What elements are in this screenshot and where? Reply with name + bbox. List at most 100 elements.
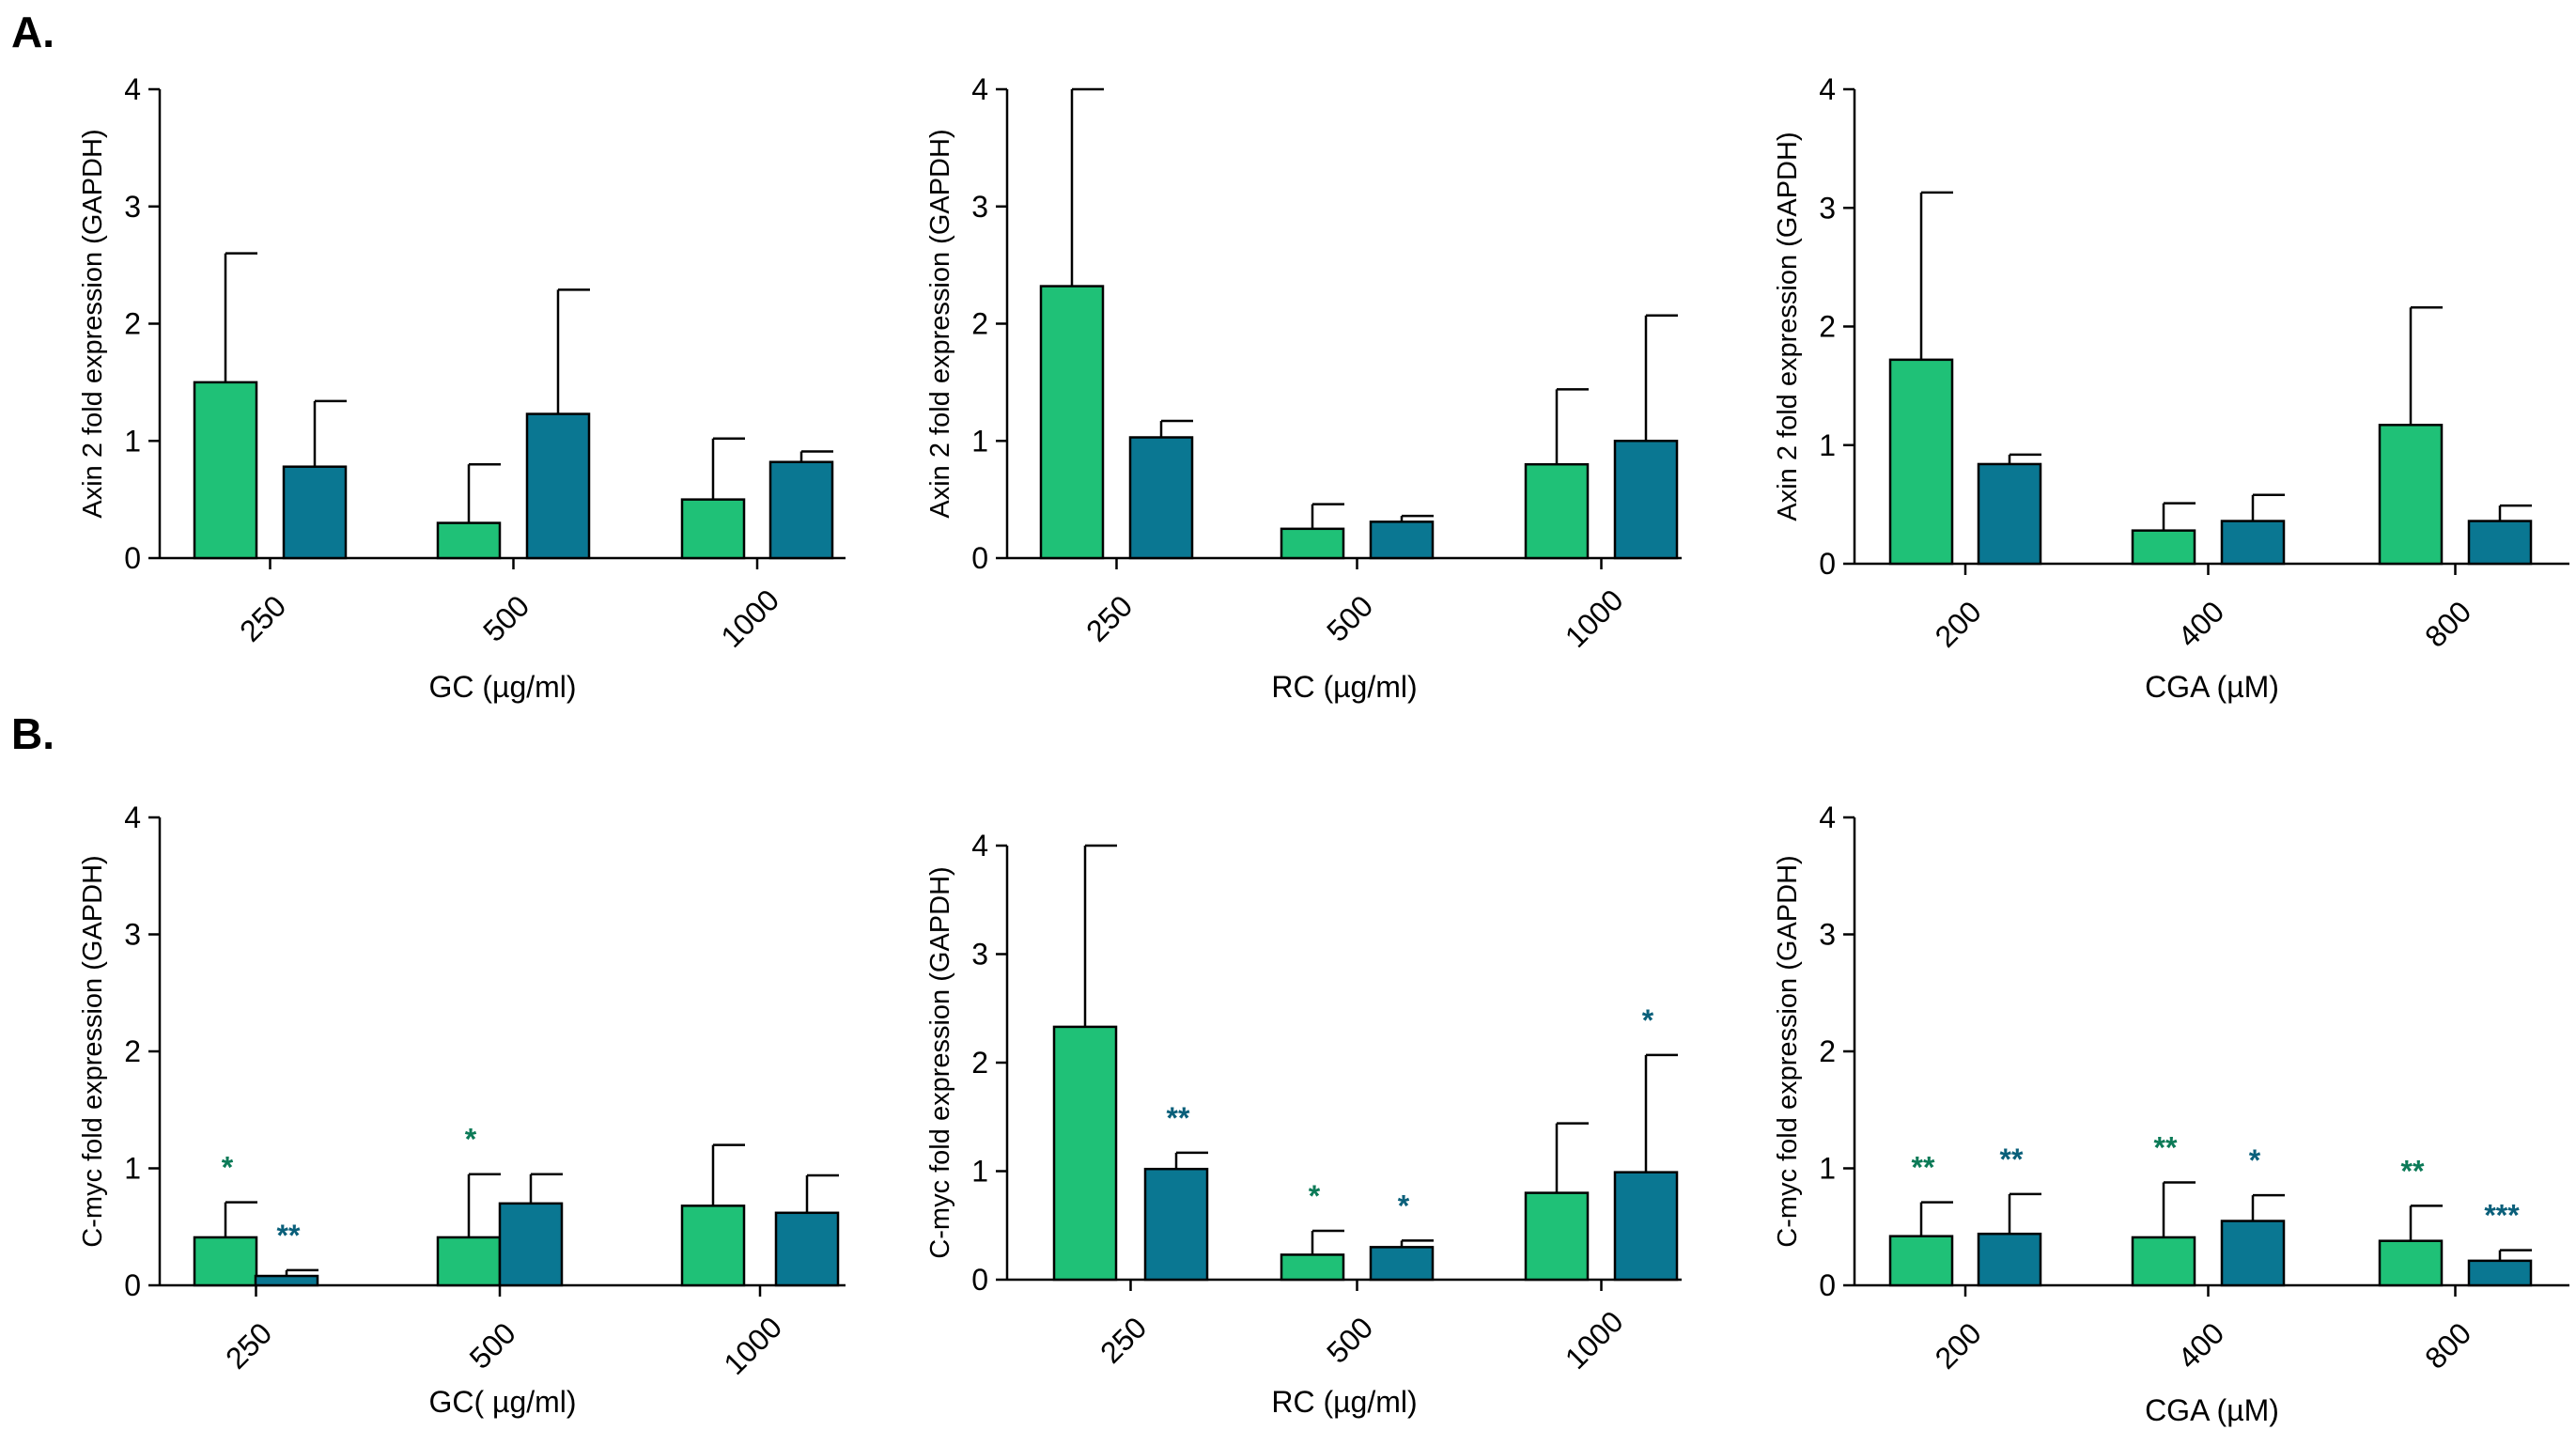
bar-green-800 bbox=[2378, 424, 2444, 566]
x-axis-label: GC (µg/ml) bbox=[428, 670, 576, 704]
x-axis-label: CGA (µM) bbox=[2145, 1393, 2279, 1427]
y-tick-label: 0 bbox=[971, 541, 988, 575]
x-tick-label: 250 bbox=[1079, 589, 1139, 648]
x-tick-label: 250 bbox=[233, 589, 292, 648]
x-tick-label: 500 bbox=[463, 1316, 522, 1376]
bar-teal-250 bbox=[254, 1274, 319, 1287]
x-tick-label: 500 bbox=[1320, 1311, 1379, 1370]
bar-teal-1000 bbox=[1613, 1171, 1679, 1282]
y-tick-label: 3 bbox=[124, 190, 141, 224]
significance-green-500: * bbox=[465, 1123, 477, 1157]
section-label-b: B. bbox=[11, 709, 54, 758]
bar-green-1000 bbox=[680, 1205, 746, 1287]
y-tick-label: 4 bbox=[1819, 72, 1836, 106]
bar-teal-1000 bbox=[768, 460, 834, 560]
bar-teal-500 bbox=[498, 1202, 564, 1287]
bar-green-400 bbox=[2131, 529, 2196, 566]
bar-green-1000 bbox=[680, 498, 746, 560]
bar-teal-1000 bbox=[774, 1211, 840, 1287]
y-tick-label: 4 bbox=[124, 72, 141, 106]
bar-green-1000 bbox=[1524, 1191, 1590, 1282]
bar-teal-1000 bbox=[1613, 440, 1679, 560]
x-tick-label: 400 bbox=[2171, 1316, 2230, 1376]
x-axis-label: GC( µg/ml) bbox=[428, 1385, 576, 1419]
y-tick-label: 2 bbox=[971, 1046, 988, 1080]
bar-green-500 bbox=[436, 1236, 502, 1287]
significance-green-800: ** bbox=[2401, 1154, 2425, 1188]
bar-green-400 bbox=[2131, 1236, 2196, 1287]
bar-teal-200 bbox=[1977, 462, 2042, 566]
bar-teal-400 bbox=[2220, 1220, 2286, 1287]
y-tick-label: 3 bbox=[1819, 918, 1836, 952]
bar-green-500 bbox=[1280, 527, 1345, 560]
bar-green-200 bbox=[1888, 1235, 1954, 1287]
significance-green-250: * bbox=[222, 1151, 234, 1185]
bar-teal-250 bbox=[1143, 1167, 1209, 1282]
bar-teal-800 bbox=[2467, 1259, 2533, 1287]
x-axis-label: RC (µg/ml) bbox=[1271, 670, 1417, 704]
bar-teal-250 bbox=[1128, 436, 1194, 560]
y-tick-label: 2 bbox=[971, 307, 988, 341]
y-axis-label: C-myc fold expression (GAPDH) bbox=[1773, 855, 1803, 1247]
x-tick-label: 1000 bbox=[714, 583, 785, 654]
x-tick-label: 800 bbox=[2418, 595, 2477, 654]
y-tick-label: 0 bbox=[124, 1268, 141, 1302]
significance-teal-250: ** bbox=[1167, 1101, 1190, 1135]
significance-teal-500: * bbox=[1398, 1189, 1410, 1222]
y-axis-label: C-myc fold expression (GAPDH) bbox=[78, 855, 108, 1247]
y-tick-label: 3 bbox=[971, 938, 988, 971]
bar-teal-800 bbox=[2467, 520, 2533, 566]
y-tick-label: 2 bbox=[124, 307, 141, 341]
y-tick-label: 2 bbox=[124, 1034, 141, 1068]
y-tick-label: 4 bbox=[1819, 800, 1836, 834]
significance-green-200: ** bbox=[1912, 1151, 1935, 1185]
y-tick-label: 0 bbox=[971, 1263, 988, 1297]
bar-green-1000 bbox=[1524, 462, 1590, 560]
significance-green-500: * bbox=[1309, 1179, 1321, 1213]
bar-teal-200 bbox=[1977, 1232, 2042, 1287]
bar-green-250 bbox=[1052, 1025, 1118, 1282]
y-tick-label: 1 bbox=[971, 1155, 988, 1189]
significance-teal-400: * bbox=[2249, 1143, 2261, 1177]
y-tick-label: 1 bbox=[971, 424, 988, 458]
bar-green-500 bbox=[436, 521, 502, 560]
x-tick-label: 200 bbox=[1929, 1316, 1988, 1376]
y-tick-label: 4 bbox=[124, 800, 141, 834]
bar-green-250 bbox=[1039, 285, 1105, 560]
bar-teal-400 bbox=[2220, 520, 2286, 566]
y-tick-label: 1 bbox=[124, 1152, 141, 1186]
bar-green-200 bbox=[1888, 358, 1954, 566]
x-tick-label: 500 bbox=[1320, 589, 1379, 648]
chart-panel-a1: 0 1 2 3 4 Axin 2 fold expression (GAPDH) 250 50… bbox=[78, 72, 846, 704]
y-tick-label: 2 bbox=[1819, 310, 1836, 344]
x-tick-label: 500 bbox=[476, 589, 535, 648]
significance-teal-200: ** bbox=[2000, 1142, 2024, 1176]
y-axis-label: C-myc fold expression (GAPDH) bbox=[925, 866, 955, 1258]
y-tick-label: 4 bbox=[971, 72, 988, 106]
y-tick-label: 1 bbox=[1819, 1152, 1836, 1186]
bar-teal-500 bbox=[1369, 521, 1435, 560]
x-tick-label: 250 bbox=[219, 1316, 278, 1376]
x-tick-label: 200 bbox=[1929, 595, 1988, 654]
x-tick-label: 800 bbox=[2418, 1316, 2477, 1376]
bar-teal-500 bbox=[1369, 1246, 1435, 1282]
y-tick-label: 1 bbox=[1819, 428, 1836, 462]
y-tick-label: 3 bbox=[1819, 191, 1836, 225]
chart-panel-a2: 0 1 2 3 4 Axin 2 fold expression (GAPDH) 250 50… bbox=[925, 72, 1682, 704]
y-tick-label: 1 bbox=[124, 424, 141, 458]
significance-green-400: ** bbox=[2154, 1130, 2178, 1164]
y-tick-label: 0 bbox=[1819, 1268, 1836, 1302]
bar-green-250 bbox=[193, 1236, 258, 1287]
y-axis-label: Axin 2 fold expression (GAPDH) bbox=[925, 129, 955, 518]
y-tick-label: 3 bbox=[124, 918, 141, 952]
bar-green-800 bbox=[2378, 1239, 2444, 1287]
bar-teal-500 bbox=[525, 412, 591, 560]
x-axis-label: CGA (µM) bbox=[2145, 670, 2279, 704]
x-tick-label: 1000 bbox=[1559, 1304, 1630, 1376]
bar-green-500 bbox=[1280, 1253, 1345, 1282]
y-tick-label: 4 bbox=[971, 829, 988, 863]
